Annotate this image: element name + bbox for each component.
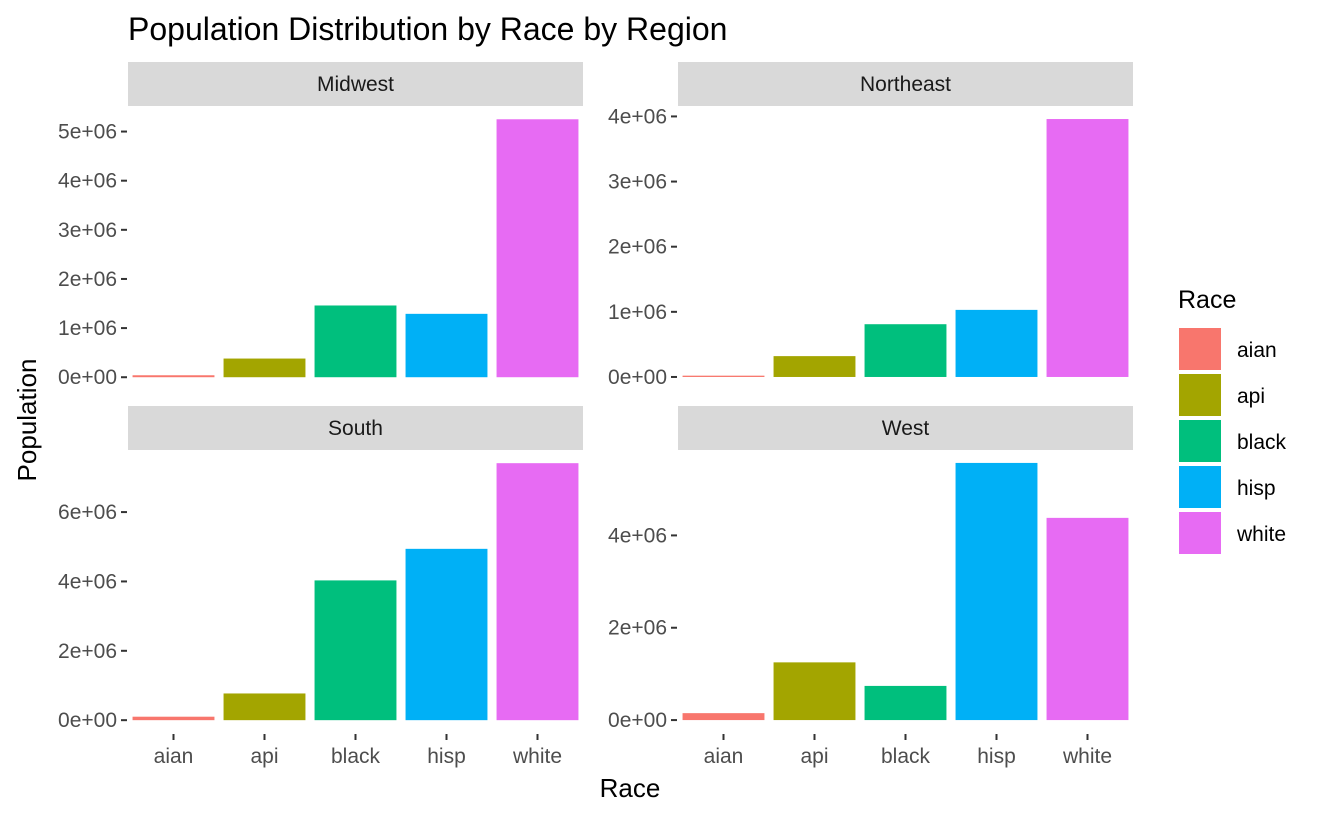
facet-west: West 0e+00 2e+06 4e+06 aian api black hisp white [608, 406, 1133, 768]
x-tick-label: hisp [427, 745, 466, 768]
x-tick-label: black [331, 745, 381, 768]
bar-midwest-aian [132, 375, 215, 378]
facet-strip-label: South [328, 417, 383, 440]
legend-label-api: api [1237, 385, 1265, 408]
y-tick-label: 4e+06 [608, 524, 667, 547]
facet-south: South 0e+00 2e+06 4e+06 6e+06 aian api black his… [58, 406, 583, 768]
y-tick-label: 0e+00 [58, 366, 117, 389]
legend-key-black [1179, 420, 1221, 462]
legend-title: Race [1178, 286, 1236, 314]
y-tick-label: 0e+00 [608, 366, 667, 389]
y-tick-label: 4e+06 [608, 105, 667, 128]
legend-key-white [1179, 512, 1221, 554]
y-tick-label: 4e+06 [58, 170, 117, 193]
x-tick-label: aian [704, 745, 744, 768]
bar-midwest-black [314, 305, 397, 378]
bar-west-black [864, 685, 947, 721]
facet-strip-label: Midwest [317, 73, 394, 96]
bar-south-white [496, 463, 579, 721]
y-tick-label: 0e+00 [58, 709, 117, 732]
x-tick-label: hisp [977, 745, 1016, 768]
x-tick-label: aian [154, 745, 194, 768]
legend-label-aian: aian [1237, 339, 1277, 362]
facet-strip-label: Northeast [860, 73, 951, 96]
y-tick-label: 3e+06 [608, 171, 667, 194]
y-tick-label: 2e+06 [608, 617, 667, 640]
y-tick-label: 4e+06 [58, 570, 117, 593]
bar-south-aian [132, 716, 215, 721]
facet-strip [678, 406, 1133, 450]
bar-south-hisp [405, 548, 488, 721]
facet-panels: Midwest 0e+00 1e+06 2e+06 3e+06 4e+06 5e+06 Nor… [58, 62, 1133, 768]
bar-west-hisp [955, 462, 1038, 721]
bar-midwest-hisp [405, 313, 488, 378]
bar-west-white [1046, 517, 1129, 721]
legend-label-white: white [1236, 523, 1286, 546]
legend-key-aian [1179, 328, 1221, 370]
y-tick-label: 1e+06 [608, 301, 667, 324]
y-tick-label: 3e+06 [58, 219, 117, 242]
legend-label-hisp: hisp [1237, 477, 1276, 500]
bar-northeast-black [864, 324, 947, 377]
y-tick-label: 1e+06 [58, 317, 117, 340]
y-tick-label: 0e+00 [608, 709, 667, 732]
x-tick-label: black [881, 745, 931, 768]
x-axis-title: Race [600, 773, 661, 803]
facet-strip [128, 406, 583, 450]
bar-midwest-api [223, 358, 306, 378]
x-tick-label: white [1062, 745, 1112, 768]
facet-strip-label: West [882, 417, 930, 440]
bar-south-api [223, 693, 306, 721]
bar-northeast-hisp [955, 309, 1038, 377]
facet-strip [678, 62, 1133, 106]
y-tick-label: 6e+06 [58, 501, 117, 524]
x-tick-label: api [250, 745, 278, 768]
y-tick-label: 2e+06 [58, 640, 117, 663]
facet-strip [128, 62, 583, 106]
legend-key-hisp [1179, 466, 1221, 508]
legend: Race aian api black hisp white [1178, 286, 1287, 554]
bar-northeast-white [1046, 119, 1129, 377]
x-tick-label: api [800, 745, 828, 768]
chart-title: Population Distribution by Race by Regio… [128, 11, 727, 47]
facet-midwest: Midwest 0e+00 1e+06 2e+06 3e+06 4e+06 5e+06 [58, 62, 583, 389]
legend-key-api [1179, 374, 1221, 416]
facet-northeast: Northeast 0e+00 1e+06 2e+06 3e+06 4e+06 [608, 62, 1133, 389]
y-tick-label: 5e+06 [58, 121, 117, 144]
bar-west-aian [682, 713, 765, 721]
bar-south-black [314, 580, 397, 721]
y-axis-title: Population [12, 359, 42, 482]
bar-northeast-aian [682, 375, 765, 377]
bar-northeast-api [773, 356, 856, 377]
bar-midwest-white [496, 119, 579, 378]
y-tick-label: 2e+06 [608, 236, 667, 259]
legend-label-black: black [1237, 431, 1287, 454]
y-tick-label: 2e+06 [58, 268, 117, 291]
x-tick-label: white [512, 745, 562, 768]
bar-west-api [773, 662, 856, 721]
